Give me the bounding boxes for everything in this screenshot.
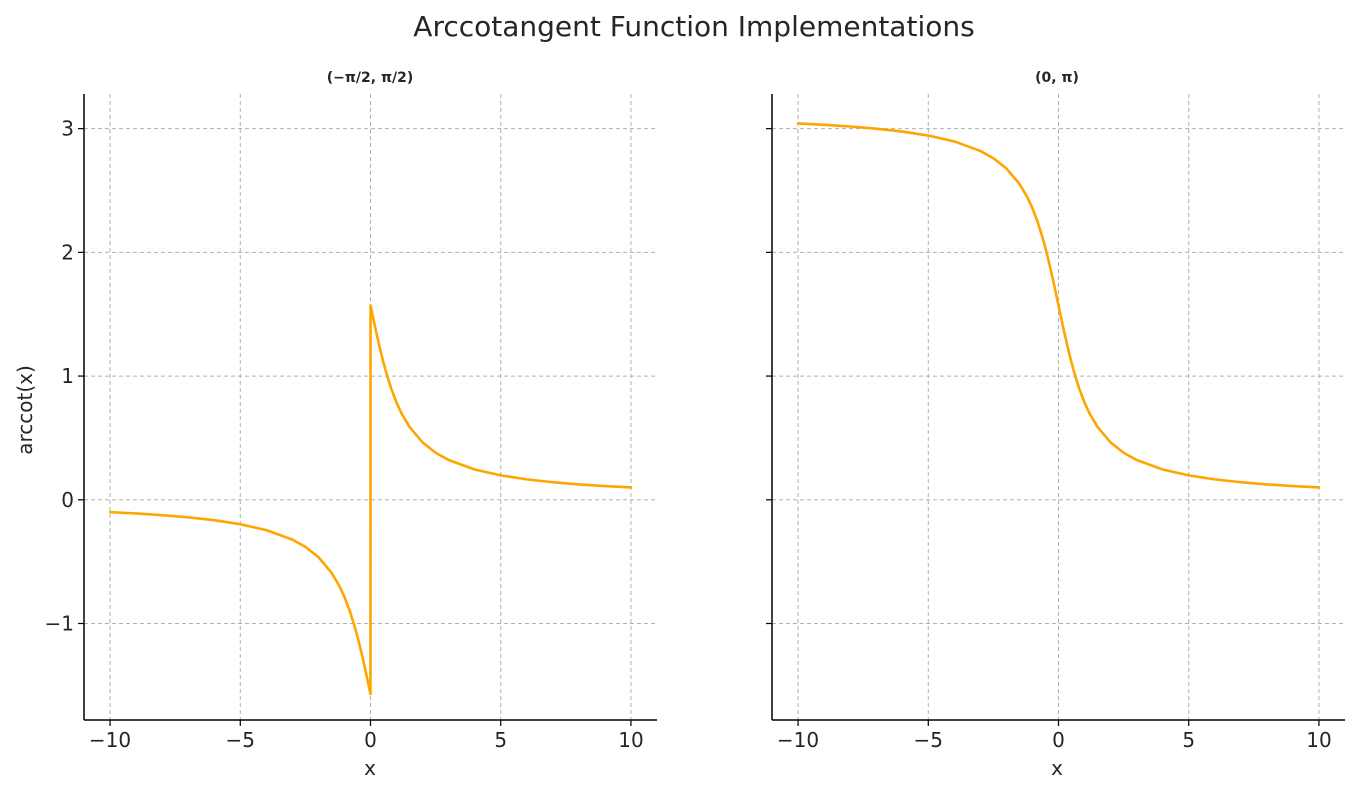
left-x-tick-label: −5	[226, 728, 255, 752]
right-series	[796, 122, 1321, 489]
left-y-ticks: −1 0 1 2 3	[45, 117, 84, 636]
left-y-tick-label: 3	[61, 117, 74, 141]
right-x-ticks: −10 −5 0 5 10	[777, 720, 1332, 752]
right-subplot: (0, π) −10 −5 0 5 10 x	[766, 70, 1345, 780]
left-x-tick-label: 0	[364, 728, 377, 752]
left-arccot-curve	[108, 304, 633, 696]
right-x-axis-label: x	[1051, 756, 1063, 780]
right-y-ticks	[766, 128, 772, 625]
left-x-axis-label: x	[364, 756, 376, 780]
left-y-tick-label: 1	[61, 364, 74, 388]
right-x-tick-label: 10	[1306, 728, 1331, 752]
left-x-tick-label: −10	[89, 728, 131, 752]
figure-title: Arccotangent Function Implementations	[413, 10, 974, 43]
left-x-ticks: −10 −5 0 5 10	[89, 720, 644, 752]
right-arccot-curve	[796, 122, 1321, 489]
left-x-tick-label: 10	[618, 728, 643, 752]
left-y-tick-label: 0	[61, 488, 74, 512]
left-x-tick-label: 5	[494, 728, 507, 752]
left-y-axis-label: arccot(x)	[13, 365, 37, 455]
right-x-tick-label: 0	[1052, 728, 1065, 752]
right-x-tick-label: −10	[777, 728, 819, 752]
left-y-tick-label: −1	[45, 612, 74, 636]
right-grid	[772, 94, 1345, 720]
left-series	[108, 304, 633, 696]
left-subplot-title: (−π/2, π/2)	[327, 70, 414, 86]
right-x-tick-label: −5	[914, 728, 943, 752]
left-y-tick-label: 2	[61, 240, 74, 264]
right-x-tick-label: 5	[1182, 728, 1195, 752]
right-subplot-title: (0, π)	[1035, 70, 1079, 86]
